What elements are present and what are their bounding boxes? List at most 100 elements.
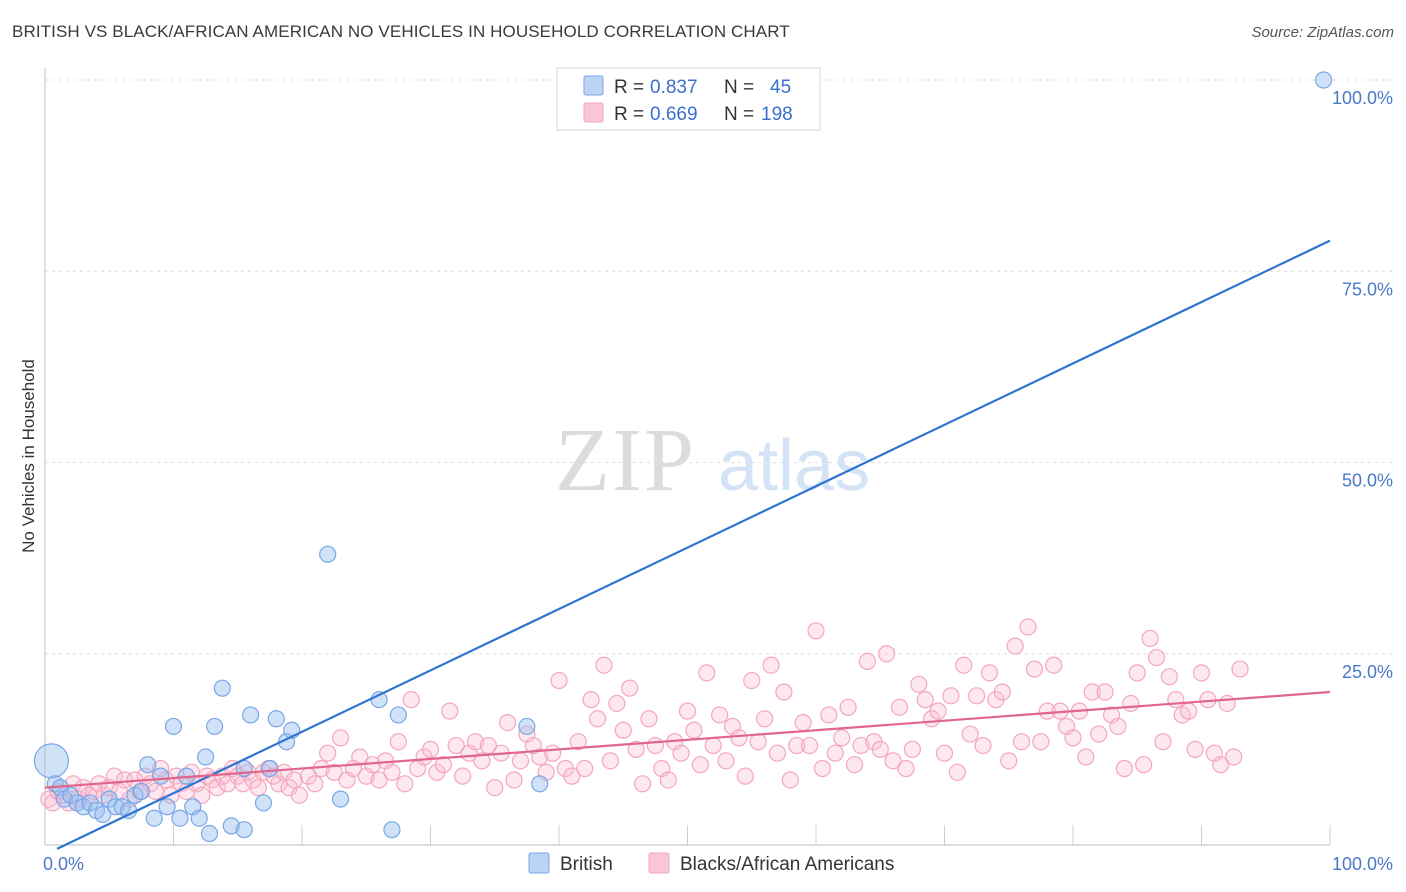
black-point-121 <box>755 710 774 728</box>
british-point-44 <box>531 775 549 793</box>
british-point-16 <box>139 756 157 774</box>
black-point-83 <box>511 752 530 770</box>
chart-title: BRITISH VS BLACK/AFRICAN AMERICAN NO VEH… <box>12 22 790 41</box>
black-point-48 <box>285 771 303 789</box>
black-point-51 <box>306 775 324 793</box>
black-point-174 <box>1096 683 1114 701</box>
black-point-64 <box>389 733 407 751</box>
watermark: ZIP atlas <box>555 411 870 510</box>
british-point-33 <box>254 794 273 812</box>
black-point-135 <box>845 756 864 774</box>
british-point-25 <box>197 748 215 766</box>
black-point-106 <box>659 771 677 789</box>
black-trend-line <box>44 690 1331 789</box>
black-point-151 <box>948 763 966 781</box>
black-point-160 <box>1006 637 1024 655</box>
legend-n-value-1: 45 <box>770 77 791 98</box>
black-point-118 <box>736 767 754 785</box>
black-point-100 <box>621 679 639 697</box>
black-point-97 <box>601 752 620 770</box>
black-point-66 <box>402 691 420 709</box>
black-point-181 <box>1141 629 1159 648</box>
british-point-24 <box>190 809 208 827</box>
black-point-172 <box>1083 683 1101 701</box>
series-legend-swatch-british <box>528 852 550 874</box>
black-point-141 <box>884 752 902 770</box>
legend-n-label-1: N = <box>724 77 754 98</box>
x-tick-labels: 0.0% 100.0% <box>43 854 1393 874</box>
black-point-111 <box>691 756 709 774</box>
black-point-140 <box>878 645 896 663</box>
black-point-110 <box>685 721 703 739</box>
black-point-150 <box>942 687 960 705</box>
black-point-194 <box>1225 748 1243 766</box>
black-point-54 <box>325 763 343 781</box>
black-point-92 <box>569 733 587 751</box>
black-point-63 <box>383 763 401 781</box>
black-point-114 <box>711 706 729 724</box>
black-point-73 <box>447 736 465 755</box>
y-tick-label-3: 100.0% <box>1332 88 1393 108</box>
black-point-189 <box>1192 664 1211 682</box>
legend-r-value-1: 0.837 <box>650 77 698 98</box>
black-point-86 <box>531 748 549 766</box>
black-point-104 <box>646 736 664 755</box>
black-point-195 <box>1231 660 1249 678</box>
black-point-134 <box>839 698 857 716</box>
british-point-18 <box>152 767 170 785</box>
black-point-112 <box>698 664 716 682</box>
black-point-142 <box>890 698 909 716</box>
british-trend-line <box>56 239 1331 850</box>
black-point-124 <box>775 683 793 701</box>
black-point-98 <box>608 694 626 713</box>
black-point-177 <box>1115 759 1134 778</box>
black-point-82 <box>505 771 523 789</box>
black-point-136 <box>852 736 870 755</box>
black-point-137 <box>858 652 877 671</box>
watermark-zip: ZIP <box>555 411 696 510</box>
black-point-81 <box>499 713 517 732</box>
legend-r-value-2: 0.669 <box>650 104 698 125</box>
black-point-161 <box>1012 733 1031 751</box>
black-point-99 <box>614 721 632 739</box>
legend-swatch-black <box>583 102 604 123</box>
british-point-17 <box>145 809 163 827</box>
black-point-178 <box>1122 694 1140 713</box>
series-legend-label-black: Blacks/African Americans <box>680 854 894 875</box>
british-point-35 <box>267 710 285 728</box>
black-point-89 <box>550 671 568 690</box>
black-point-193 <box>1218 694 1236 713</box>
black-point-129 <box>807 622 825 640</box>
british-point-26 <box>200 824 219 843</box>
british-point-9 <box>94 805 112 824</box>
black-point-162 <box>1019 618 1037 636</box>
black-point-55 <box>331 729 350 747</box>
black-point-148 <box>929 702 947 720</box>
black-point-77 <box>473 752 491 770</box>
black-point-30 <box>193 786 211 804</box>
x-tick-label-0: 0.0% <box>43 854 84 874</box>
black-point-69 <box>421 740 440 758</box>
black-point-169 <box>1064 729 1082 747</box>
black-point-176 <box>1109 717 1127 736</box>
axes <box>44 68 1330 846</box>
british-point-0 <box>33 743 70 779</box>
british-point-45 <box>1314 71 1333 89</box>
black-point-187 <box>1180 702 1198 720</box>
black-point-74 <box>454 767 472 785</box>
y-axis-label: No Vehicles in Household <box>19 359 38 553</box>
black-point-188 <box>1186 740 1204 758</box>
series-legend-swatch-black <box>648 852 670 874</box>
black-point-179 <box>1128 664 1146 682</box>
black-point-165 <box>1038 702 1056 720</box>
black-point-88 <box>543 744 562 762</box>
legend-swatch-british <box>583 75 604 96</box>
x-tick-label-1: 100.0% <box>1332 854 1393 874</box>
black-point-185 <box>1167 691 1185 709</box>
black-point-91 <box>563 767 581 785</box>
black-point-182 <box>1147 648 1166 667</box>
black-point-131 <box>820 706 838 724</box>
black-point-76 <box>466 733 485 751</box>
black-point-166 <box>1045 656 1063 674</box>
